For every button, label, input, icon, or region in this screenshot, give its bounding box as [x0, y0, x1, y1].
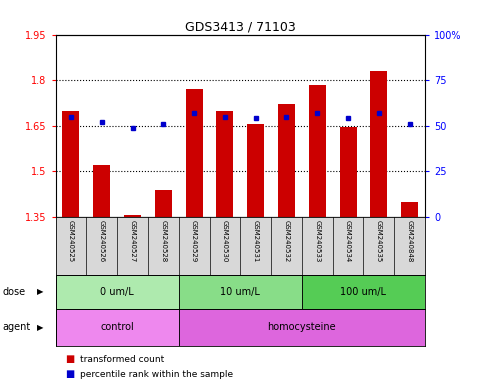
- Bar: [62, 111, 79, 217]
- Text: percentile rank within the sample: percentile rank within the sample: [80, 370, 233, 379]
- Text: homocysteine: homocysteine: [268, 322, 336, 333]
- Bar: [155, 190, 172, 217]
- Text: transformed count: transformed count: [80, 354, 164, 364]
- Bar: [93, 165, 110, 217]
- Bar: [340, 127, 356, 217]
- Text: GSM240529: GSM240529: [191, 220, 197, 262]
- Text: GSM240534: GSM240534: [345, 220, 351, 262]
- Bar: [179, 275, 302, 309]
- Text: 100 um/L: 100 um/L: [341, 287, 386, 297]
- Bar: [56, 275, 179, 309]
- Text: GSM240533: GSM240533: [314, 220, 320, 262]
- Text: ■: ■: [65, 369, 74, 379]
- Text: ■: ■: [65, 354, 74, 364]
- Bar: [179, 309, 425, 346]
- Bar: [185, 89, 202, 217]
- Text: GSM240531: GSM240531: [253, 220, 259, 262]
- Bar: [401, 202, 418, 217]
- Text: GSM240848: GSM240848: [407, 220, 412, 262]
- Text: GSM240530: GSM240530: [222, 220, 228, 262]
- Title: GDS3413 / 71103: GDS3413 / 71103: [185, 20, 296, 33]
- Text: ▶: ▶: [37, 287, 43, 296]
- Text: GSM240528: GSM240528: [160, 220, 166, 262]
- Text: control: control: [100, 322, 134, 333]
- Bar: [370, 71, 387, 217]
- Bar: [124, 215, 141, 217]
- Text: dose: dose: [2, 287, 26, 297]
- Text: GSM240535: GSM240535: [376, 220, 382, 262]
- Text: 10 um/L: 10 um/L: [220, 287, 260, 297]
- Text: agent: agent: [2, 322, 30, 333]
- Text: GSM240526: GSM240526: [99, 220, 105, 262]
- Bar: [216, 111, 233, 217]
- Text: GSM240532: GSM240532: [284, 220, 289, 262]
- Bar: [302, 275, 425, 309]
- Text: 0 um/L: 0 um/L: [100, 287, 134, 297]
- Bar: [278, 104, 295, 217]
- Text: GSM240525: GSM240525: [68, 220, 74, 262]
- Text: ▶: ▶: [37, 323, 43, 332]
- Bar: [247, 124, 264, 217]
- Bar: [56, 309, 179, 346]
- Bar: [309, 85, 326, 217]
- Text: GSM240527: GSM240527: [129, 220, 136, 262]
